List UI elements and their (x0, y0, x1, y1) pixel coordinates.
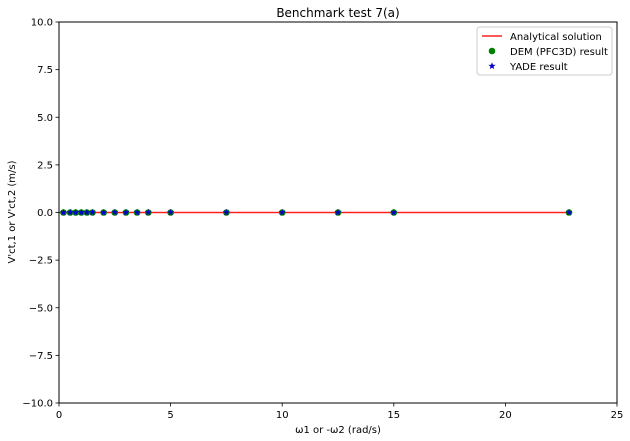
y-tick-label: −5.0 (29, 303, 53, 314)
yade-result-point (66, 208, 74, 216)
y-axis-ticks: −10.0 −7.5 −5.0 −2.5 0.0 2.5 5.0 7.5 10.0 (22, 18, 59, 410)
x-tick-label: 25 (611, 410, 624, 421)
x-tick-label: 15 (387, 410, 400, 421)
yade-result-point (89, 208, 96, 216)
y-tick-label: 2.5 (37, 160, 53, 171)
yade-result-point (222, 208, 230, 216)
y-tick-label: 0.0 (37, 208, 53, 219)
x-tick-label: 20 (499, 410, 512, 421)
yade-result-point (72, 208, 80, 216)
y-tick-label: 7.5 (37, 65, 53, 76)
legend: Analytical solution DEM (PFC3D) result Y… (476, 26, 613, 76)
yade-result-point (100, 208, 108, 216)
legend-label-analytical: Analytical solution (510, 32, 602, 43)
yade-result-point (60, 208, 67, 216)
yade-result-point (565, 208, 573, 216)
yade-result-point (83, 208, 91, 216)
legend-box (476, 26, 613, 76)
yade-result-point (167, 208, 175, 216)
x-tick-label: 10 (276, 410, 289, 421)
y-tick-label: −2.5 (29, 256, 53, 267)
legend-marker-yade-icon (488, 62, 496, 70)
y-tick-label: −7.5 (29, 351, 53, 362)
legend-label-dem: DEM (PFC3D) result (510, 47, 608, 58)
yade-result-point (77, 208, 85, 216)
y-tick-label: −10.0 (22, 399, 53, 410)
yade-result-point (122, 208, 130, 216)
y-axis-label: V'ct,1 or V'ct,2 (m/s) (7, 160, 18, 263)
legend-label-yade: YADE result (509, 62, 568, 73)
x-tick-label: 0 (56, 410, 62, 421)
plot-marks (59, 208, 573, 216)
x-axis-ticks: 0 5 10 15 20 25 (56, 403, 624, 421)
y-tick-label: 10.0 (31, 18, 53, 29)
legend-star-shape (488, 62, 496, 70)
yade-result-point (334, 208, 342, 216)
yade-result-point (133, 208, 141, 216)
yade-result-point (390, 208, 398, 216)
yade-result-point (144, 208, 152, 216)
x-axis-label: ω1 or -ω2 (rad/s) (295, 425, 381, 436)
legend-marker-dem-icon (488, 47, 496, 55)
yade-result-point (278, 208, 286, 216)
yade-result-point (111, 208, 119, 216)
chart-title: Benchmark test 7(a) (276, 6, 399, 20)
x-tick-label: 5 (167, 410, 173, 421)
y-tick-label: 5.0 (37, 113, 53, 124)
